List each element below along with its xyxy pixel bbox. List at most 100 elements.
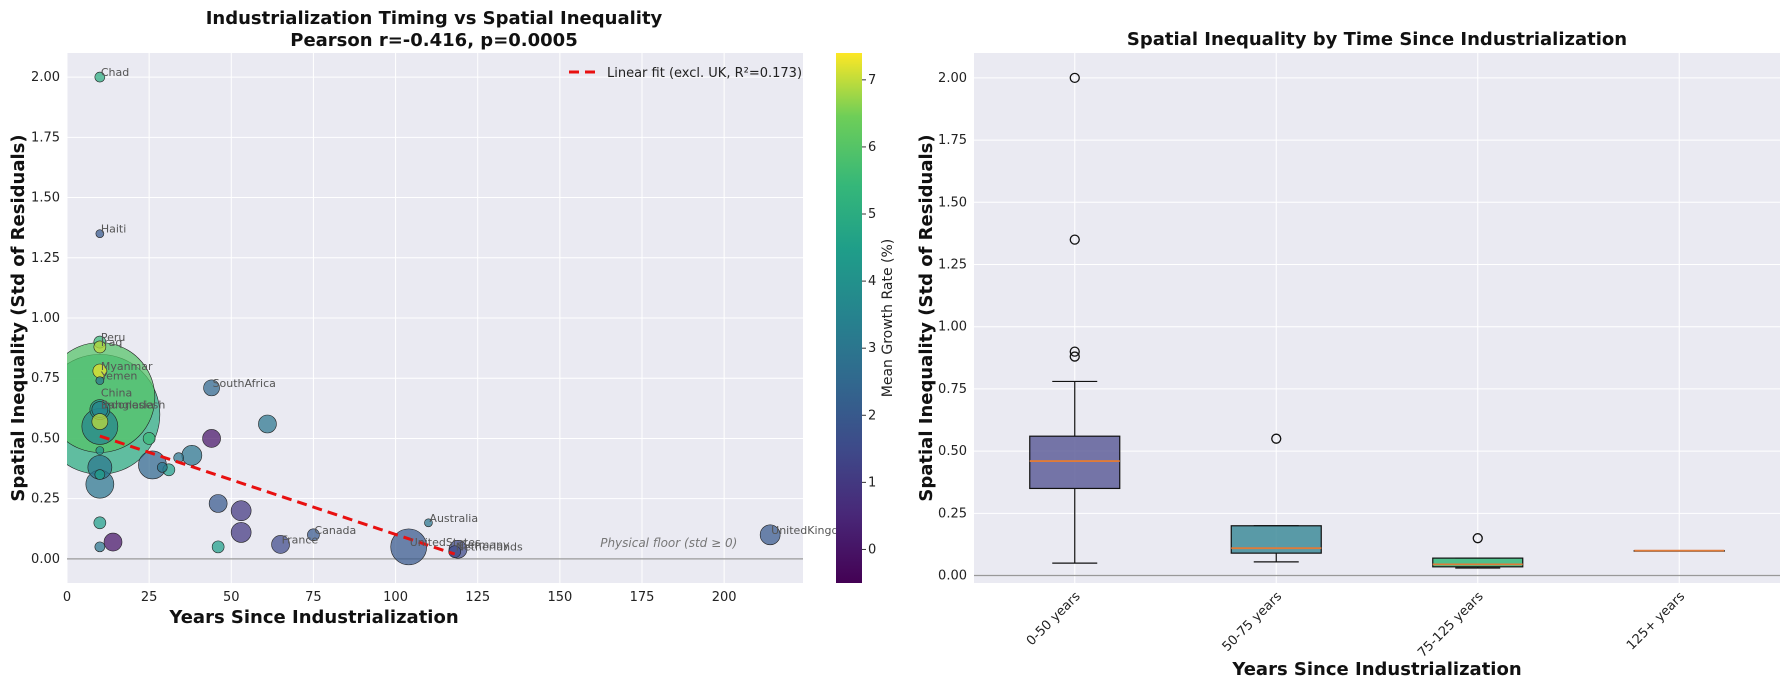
scatter-points	[67, 71, 781, 566]
iqr-box	[1029, 435, 1121, 490]
scatter-point	[95, 229, 105, 238]
point-label: Iraq	[101, 336, 123, 349]
point-label: Australia	[429, 512, 478, 525]
colorbar-tick-label: 6	[868, 140, 876, 155]
boxplot-panel: 0-50 years 50-75 years 75-125 years 125+ ye…	[916, 29, 1780, 680]
colorbar-label: Mean Growth Rate (%)	[880, 239, 896, 398]
point-label: Haiti	[101, 223, 126, 236]
scatter-point	[103, 532, 123, 552]
category-label: 125+ years	[1624, 589, 1688, 653]
scatter-point	[94, 541, 106, 553]
y-tick-label: 0.50	[31, 431, 60, 446]
scatter-point	[156, 462, 168, 473]
point-label: Yemen	[100, 370, 138, 383]
point-label: Bangladesh	[101, 399, 166, 412]
scatter-y-ticks: 0.00 0.25 0.50 0.75 1.00 1.25 1.50 1.75 2.00	[31, 70, 60, 567]
y-tick-label: 1.00	[31, 311, 60, 326]
y-tick-label: 0.25	[938, 506, 967, 521]
scatter-panel: Physical floor (std ≥ 0) Chad Haiti PeruIr…	[8, 8, 896, 628]
category-label: 75-125 years	[1415, 589, 1487, 661]
linear-fit-line	[99, 434, 456, 556]
scatter-point	[94, 71, 106, 83]
point-label: Indonesia	[101, 399, 154, 412]
scatter-point	[271, 535, 290, 554]
point-label: Peru	[101, 331, 126, 344]
outlier-point	[1069, 351, 1080, 362]
scatter-point	[181, 445, 203, 466]
scatter-point	[91, 413, 109, 430]
colorbar-tick-label: 3	[868, 341, 876, 356]
y-tick-label: 1.75	[938, 133, 967, 148]
y-tick-label: 2.00	[31, 70, 60, 85]
box-0	[1029, 72, 1121, 564]
y-tick-label: 0.00	[938, 569, 967, 584]
point-label: Chad	[101, 66, 129, 79]
scatter-legend: Linear fit (excl. UK, R²=0.173)	[569, 66, 802, 81]
outlier-point	[1069, 234, 1080, 245]
scatter-point	[142, 432, 156, 445]
x-tick-label: 150	[547, 590, 572, 605]
point-label: Canada	[314, 524, 356, 537]
boxplot-y-axis-label: Spatial Inequality (Std of Residuals)	[916, 134, 937, 501]
iqr-box	[1432, 557, 1524, 568]
physical-floor-label: Physical floor (std ≥ 0)	[600, 536, 737, 550]
scatter-point	[258, 414, 277, 434]
boxplot-title: Spatial Inequality by Time Since Industr…	[1127, 29, 1627, 50]
colorbar-ticks: 0 1 2 3 4 5 6 7	[862, 73, 876, 557]
category-label: 50-75 years	[1220, 589, 1286, 655]
scatter-point	[424, 518, 433, 528]
scatter-point	[208, 494, 228, 513]
y-tick-label: 1.50	[31, 191, 60, 206]
point-label: Germany	[459, 538, 510, 551]
scatter-point	[94, 469, 106, 480]
scatter-point	[230, 500, 252, 522]
colorbar-gradient	[836, 53, 862, 583]
colorbar-tick-label: 1	[868, 475, 876, 490]
y-tick-label: 1.50	[938, 195, 967, 210]
scatter-point	[211, 540, 225, 554]
x-tick-label: 125	[465, 590, 490, 605]
y-tick-label: 0.25	[31, 492, 60, 507]
y-tick-label: 0.75	[938, 382, 967, 397]
point-label: Netherlands	[456, 541, 523, 554]
y-tick-label: 0.75	[31, 371, 60, 386]
boxplot-plot-area	[974, 53, 1780, 583]
y-tick-label: 0.50	[938, 444, 967, 459]
boxplot-x-axis-label: Years Since Industrialization	[1231, 659, 1521, 680]
y-tick-label: 1.75	[31, 130, 60, 145]
boxplot-x-ticks: 0-50 years 50-75 years 75-125 years 125+ ye…	[1024, 589, 1688, 661]
scatter-subtitle: Pearson r=-0.416, p=0.0005	[290, 30, 577, 51]
x-tick-label: 50	[223, 590, 240, 605]
scatter-point	[95, 376, 105, 385]
category-label: 0-50 years	[1024, 589, 1084, 649]
x-tick-label: 75	[305, 590, 322, 605]
outlier-point	[1069, 346, 1080, 357]
legend-fit-label: Linear fit (excl. UK, R²=0.173)	[607, 66, 802, 81]
scatter-point	[93, 340, 107, 354]
y-tick-label: 1.25	[938, 258, 967, 273]
boxplot-y-ticks: 0.00 0.25 0.50 0.75 1.00 1.25 1.50 1.75 2.00	[938, 71, 967, 584]
colorbar-tick-label: 7	[868, 73, 876, 88]
colorbar-tick-label: 4	[868, 274, 876, 289]
x-tick-label: 25	[141, 590, 158, 605]
colorbar: 0 1 2 3 4 5 6 7 Mean Growth Rate (%)	[836, 53, 896, 583]
scatter-point	[759, 524, 781, 546]
scatter-point	[448, 545, 462, 558]
y-tick-label: 1.00	[938, 320, 967, 335]
x-tick-label: 100	[383, 590, 408, 605]
scatter-point	[307, 528, 320, 542]
scatter-title: Industrialization Timing vs Spatial Ineq…	[206, 8, 663, 29]
scatter-point	[95, 446, 105, 455]
x-tick-label: 0	[63, 590, 71, 605]
scatter-point	[93, 516, 107, 530]
box-1	[1230, 433, 1322, 563]
scatter-y-axis-label: Spatial Inequality (Std of Residuals)	[8, 134, 29, 501]
outlier-point	[1472, 533, 1483, 544]
scatter-point	[390, 528, 428, 566]
outlier-point	[1069, 72, 1080, 84]
y-tick-label: 1.25	[31, 251, 60, 266]
point-label: China	[101, 387, 132, 400]
scatter-point	[202, 429, 221, 448]
colorbar-tick-label: 2	[868, 408, 876, 423]
